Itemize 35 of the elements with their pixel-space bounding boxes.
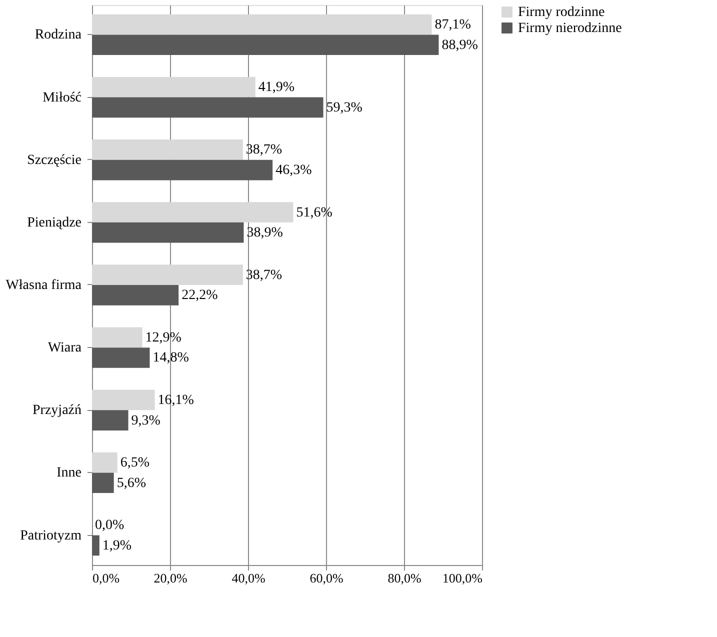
data-label: 38,9% <box>246 226 284 241</box>
data-label: 14,8% <box>152 350 190 366</box>
x-tick-label: 40,0% <box>232 570 266 586</box>
data-label: 51,6% <box>296 205 333 220</box>
data-label: 87,1% <box>434 18 472 33</box>
data-label: 38,7% <box>246 142 282 158</box>
data-label: 38,7% <box>246 268 282 283</box>
data-label: 1,9% <box>102 538 132 554</box>
x-tick-label: 100,0% <box>442 570 483 586</box>
data-label: 9,3% <box>131 413 161 428</box>
data-label: 12,9% <box>145 330 182 346</box>
y-tick-label: Rodzina <box>34 28 82 43</box>
legend-label: Firmy nierodzinne <box>518 21 622 36</box>
data-label: 5,6% <box>116 476 146 491</box>
data-label: 59,3% <box>326 100 363 116</box>
data-label: 22,2% <box>182 288 218 304</box>
data-label: 6,5% <box>120 456 150 471</box>
data-label: 88,9% <box>442 38 478 53</box>
data-label: 0,0% <box>95 518 124 534</box>
y-tick-label: Szczęście <box>27 152 82 168</box>
x-tick-label: 60,0% <box>310 570 344 586</box>
y-tick-label: Wiara <box>48 340 82 356</box>
x-tick-label: 80,0% <box>388 570 422 586</box>
x-tick-label: 0,0% <box>92 570 120 586</box>
data-label: 16,1% <box>158 392 194 408</box>
data-label: 41,9% <box>258 80 295 96</box>
x-tick-label: 20,0% <box>154 570 188 586</box>
y-tick-label: Przyjaźń <box>32 403 82 418</box>
y-tick-label: Pieniądze <box>27 215 82 230</box>
y-tick-label: Inne <box>56 466 82 481</box>
y-tick-label: Własna firma <box>6 278 82 293</box>
legend-label: Firmy rodzinne <box>518 5 605 20</box>
y-tick-label: Patriotyzm <box>20 528 82 544</box>
y-tick-label: Miłość <box>42 90 82 106</box>
data-label: 46,3% <box>276 163 312 178</box>
